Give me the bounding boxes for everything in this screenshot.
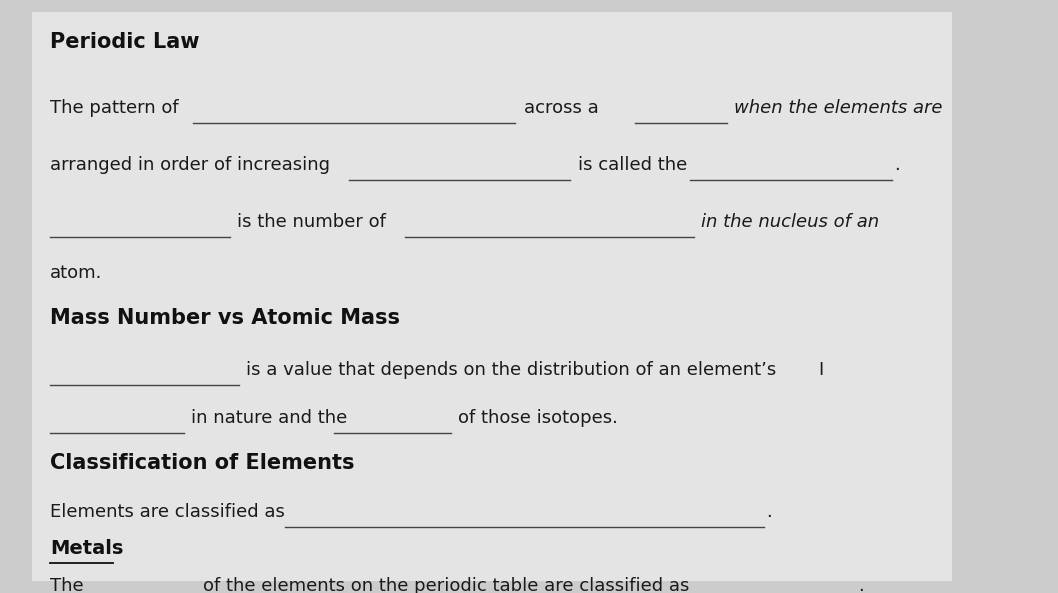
Text: The pattern of: The pattern of	[50, 99, 179, 117]
Text: of the elements on the periodic table are classified as: of the elements on the periodic table ar…	[203, 578, 690, 593]
Text: .: .	[766, 503, 772, 521]
Text: in the nucleus of an: in the nucleus of an	[700, 213, 879, 231]
Text: atom.: atom.	[50, 264, 103, 282]
Text: arranged in order of increasing: arranged in order of increasing	[50, 156, 330, 174]
Text: Elements are classified as: Elements are classified as	[50, 503, 285, 521]
Text: Periodic Law: Periodic Law	[50, 31, 200, 52]
Text: Metals: Metals	[50, 540, 124, 559]
Text: I: I	[819, 361, 824, 379]
Text: across a: across a	[524, 99, 599, 117]
FancyBboxPatch shape	[32, 12, 952, 581]
Text: is called the: is called the	[578, 156, 687, 174]
Text: The: The	[50, 578, 84, 593]
Text: Classification of Elements: Classification of Elements	[50, 453, 354, 473]
Text: of those isotopes.: of those isotopes.	[458, 409, 618, 428]
Text: in nature and the: in nature and the	[191, 409, 347, 428]
Text: Mass Number vs Atomic Mass: Mass Number vs Atomic Mass	[50, 308, 400, 328]
Text: when the elements are: when the elements are	[734, 99, 943, 117]
Text: is the number of: is the number of	[237, 213, 386, 231]
Text: .: .	[858, 578, 864, 593]
Text: is a value that depends on the distribution of an element’s: is a value that depends on the distribut…	[247, 361, 777, 379]
Text: .: .	[894, 156, 900, 174]
